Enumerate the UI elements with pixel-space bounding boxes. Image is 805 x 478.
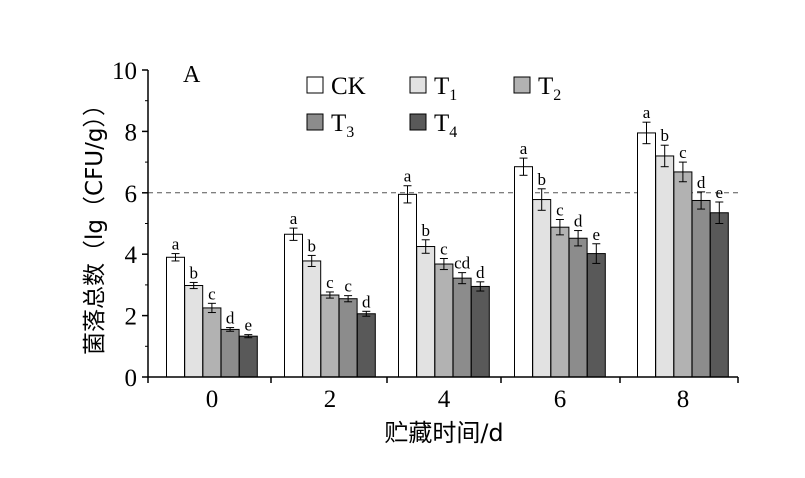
- bar: [302, 260, 322, 378]
- bar: [586, 253, 606, 378]
- significance-letter: d: [697, 173, 706, 192]
- bar: [691, 199, 711, 378]
- bar: [284, 233, 303, 378]
- bar: [320, 294, 340, 378]
- significance-letter: c: [344, 277, 352, 296]
- legend-label: T2: [538, 73, 561, 104]
- bar: [202, 307, 222, 378]
- panel-label: A: [183, 62, 201, 88]
- bar: [434, 263, 454, 378]
- significance-letter: c: [208, 284, 216, 303]
- bar: [673, 171, 693, 378]
- bar: [338, 298, 358, 378]
- significance-letter: e: [716, 183, 724, 202]
- significance-letter: a: [404, 167, 412, 186]
- x-tick-label: 2: [324, 386, 337, 413]
- legend-swatch: [409, 76, 427, 94]
- legend-swatch: [513, 76, 531, 94]
- legend-swatch: [409, 113, 427, 131]
- bar: [166, 256, 185, 378]
- significance-letter: e: [245, 316, 253, 335]
- legend-label: CK: [331, 73, 366, 100]
- bar: [220, 328, 240, 378]
- legend: CK T1 T2 T3 T4: [306, 73, 561, 141]
- significance-letter: d: [362, 292, 371, 311]
- x-tick-label: 8: [677, 386, 690, 413]
- bar: [452, 277, 472, 378]
- significance-letter: b: [537, 170, 546, 189]
- x-tick-label: 0: [206, 386, 219, 413]
- significance-letter: c: [679, 143, 687, 162]
- significance-letter: cd: [454, 254, 471, 273]
- significance-letter: a: [520, 139, 528, 158]
- bar: [709, 212, 729, 378]
- significance-letter: c: [326, 273, 334, 292]
- y-tick-label: 10: [112, 58, 137, 85]
- y-tick-label: 6: [125, 181, 138, 208]
- bar: [532, 199, 552, 378]
- bar: [550, 226, 570, 378]
- legend-label: T3: [331, 110, 354, 141]
- x-tick-label: 6: [554, 386, 567, 413]
- bar: [514, 166, 533, 378]
- bar: [398, 193, 417, 378]
- significance-letter: b: [307, 236, 316, 255]
- y-tick-label: 2: [125, 304, 138, 331]
- bar: [637, 132, 656, 378]
- legend-label: T1: [434, 73, 457, 104]
- y-axis-title: 菌落总数（lg（CFU/g））: [82, 93, 108, 355]
- legend-label: T4: [434, 110, 457, 141]
- significance-letter: b: [189, 263, 198, 282]
- bar: [238, 335, 258, 378]
- significance-letter: c: [556, 201, 564, 220]
- legend-swatch: [306, 113, 324, 131]
- bar: [470, 285, 490, 378]
- bar: [356, 313, 376, 378]
- significance-letter: a: [290, 209, 298, 228]
- y-tick-label: 8: [125, 119, 138, 146]
- significance-letter: a: [643, 103, 651, 122]
- legend-swatch: [306, 76, 324, 94]
- y-tick-label: 4: [125, 242, 138, 269]
- x-axis-title: 贮藏时间/d: [384, 419, 503, 447]
- y-tick-label: 0: [125, 365, 138, 392]
- significance-letter: d: [574, 212, 583, 231]
- x-tick-label: 4: [438, 386, 451, 413]
- axes-layer: 0 2 4 6 8 10 0 2 4 6 8: [112, 58, 739, 413]
- significance-letter: a: [172, 235, 180, 254]
- bar: [184, 285, 204, 378]
- bar: [416, 246, 436, 378]
- bar: [568, 237, 588, 378]
- significance-letter: c: [440, 239, 448, 258]
- significance-letter: d: [476, 263, 485, 282]
- significance-letter: b: [660, 126, 669, 145]
- significance-letter: b: [421, 221, 430, 240]
- bar: [655, 155, 675, 378]
- significance-letter: e: [593, 225, 601, 244]
- significance-letter: d: [226, 309, 235, 328]
